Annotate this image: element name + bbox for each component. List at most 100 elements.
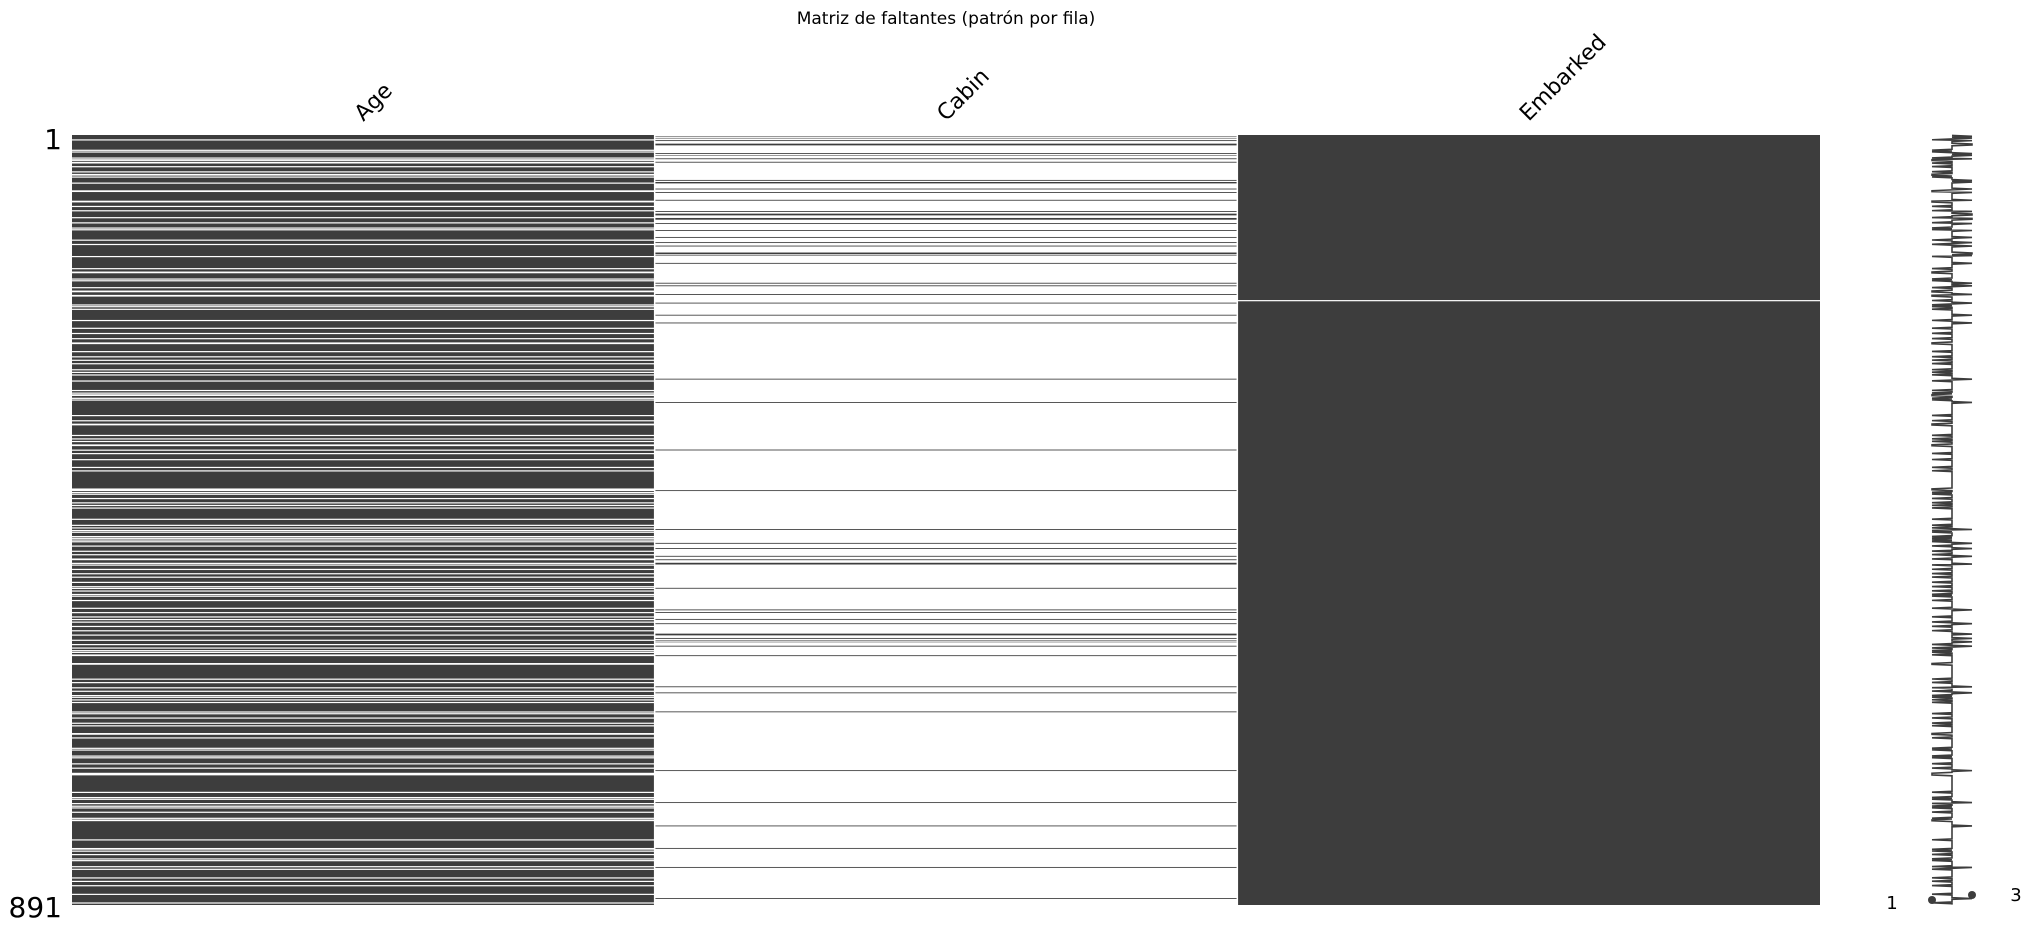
missing-cell [72,518,655,520]
missing-cell [72,699,655,701]
missing-cell [72,807,655,809]
missing-cell [72,453,655,455]
missing-cell [72,541,655,543]
missing-cell [72,877,655,879]
missing-cell [72,607,655,609]
missing-cell [72,587,655,590]
missing-cell [654,642,1238,646]
missing-cell [654,189,1238,193]
missing-cell [72,650,655,652]
missing-cell [654,211,1238,214]
missing-cell [72,630,655,632]
missing-cell [654,155,1238,159]
missing-cell [72,444,655,447]
missing-cell [72,634,655,636]
missing-cell [72,176,655,178]
missing-cell [72,438,655,440]
missing-cell [72,470,655,472]
missing-cell [72,449,655,451]
missing-cell [654,246,1238,253]
missing-cell [72,243,655,246]
missing-cell [72,593,655,596]
missing-cell [654,588,1238,610]
missing-cell [72,749,655,751]
sparkline-min-marker [1928,896,1936,904]
missing-cell [72,885,655,887]
sparkline-max-marker [1968,891,1976,899]
missing-cell [654,294,1238,303]
missing-cell [72,171,655,173]
missing-cell [72,287,655,289]
missing-cell [72,747,655,749]
missing-cell [72,159,655,161]
missing-cell [72,595,655,597]
missing-cell [72,151,655,153]
missing-cell [72,701,655,704]
missing-cell [654,548,1238,556]
missing-cell [72,271,655,274]
missing-cell [72,663,655,665]
missing-cell [654,230,1238,237]
missing-cell [654,243,1238,246]
missing-cell [654,646,1238,656]
missing-cell [72,733,655,735]
missing-cell [72,581,655,583]
missing-cell [654,640,1238,642]
missing-cell [72,397,655,399]
missing-cell [72,568,655,571]
missing-cell [654,402,1238,450]
missing-cell [72,466,655,469]
missing-cell [72,278,655,280]
missing-cell [72,497,655,500]
missing-cell [654,848,1238,867]
missing-cell [72,423,655,426]
missing-cell [72,757,655,759]
missing-cell [654,638,1238,641]
missing-cell [72,554,655,556]
missing-cell [72,363,655,365]
missing-cell [654,450,1238,491]
missing-cell [72,399,655,401]
missing-cell [654,180,1238,183]
missing-cell [654,162,1238,180]
missing-cell [72,342,655,345]
missing-cell [72,868,655,870]
missing-cell [72,304,655,306]
missing-cell [72,796,655,799]
column-label-cabin: Cabin [933,64,995,126]
missing-cell [72,182,655,184]
missing-cell [72,866,655,868]
missing-cell [72,654,655,657]
missing-cell [72,573,655,575]
missing-cell [654,693,1238,712]
missing-cell [654,803,1238,826]
missing-cell [654,286,1238,295]
missing-cell [72,558,655,561]
missing-cell [654,826,1238,848]
missing-cell [654,619,1238,624]
sparkline-label-min: 1 [1886,893,1897,914]
missing-cell [72,644,655,646]
missing-cell [72,380,655,382]
missing-cell [72,811,655,813]
missing-cell [72,420,655,422]
row-label-first: 1 [44,123,62,156]
missing-cell [72,332,655,335]
missing-cell [654,556,1238,560]
missing-cell [72,819,655,822]
missing-cell [72,562,655,564]
missing-cell [72,550,655,552]
missing-cell [72,599,655,602]
missing-cell [654,610,1238,613]
missing-cell [72,711,655,713]
sparkline-label-max: 3 [2010,885,2021,906]
missing-cell [72,858,655,860]
missing-cell [654,687,1238,693]
missing-cell [72,139,655,141]
missing-cell [72,576,655,578]
missing-cell [72,434,655,437]
missing-cell [72,880,655,883]
missing-cell [654,529,1238,543]
missing-cell [72,798,655,800]
missing-cell [654,159,1238,162]
